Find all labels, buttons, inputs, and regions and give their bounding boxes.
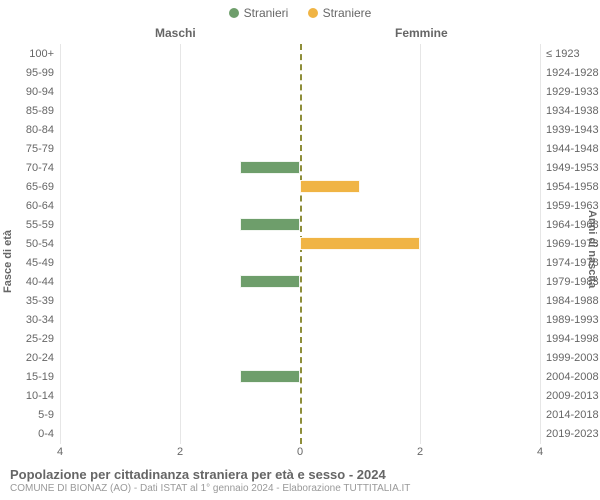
- age-label: 85-89: [26, 105, 54, 117]
- column-header-female: Femmine: [395, 26, 448, 40]
- y-axis-title-left: Fasce di età: [2, 230, 14, 293]
- chart-row: 75-791944-1948: [60, 139, 540, 158]
- birth-year-label: 1999-2003: [546, 352, 599, 364]
- bar-male: [240, 161, 300, 173]
- column-header-male: Maschi: [155, 26, 196, 40]
- chart-row: 15-192004-2008: [60, 367, 540, 386]
- chart-title: Popolazione per cittadinanza straniera p…: [10, 467, 590, 482]
- birth-year-label: 1924-1928: [546, 67, 599, 79]
- age-label: 100+: [29, 48, 54, 60]
- chart-row: 10-142009-2013: [60, 386, 540, 405]
- age-label: 20-24: [26, 352, 54, 364]
- chart-footer: Popolazione per cittadinanza straniera p…: [10, 467, 590, 494]
- x-tick-label: 4: [537, 446, 543, 458]
- legend-item-male: Stranieri: [229, 6, 289, 20]
- age-label: 15-19: [26, 371, 54, 383]
- chart-row: 55-591964-1968: [60, 215, 540, 234]
- chart-row: 5-92014-2018: [60, 405, 540, 424]
- chart-row: 100+≤ 1923: [60, 44, 540, 63]
- birth-year-label: 1994-1998: [546, 333, 599, 345]
- age-label: 90-94: [26, 86, 54, 98]
- age-label: 55-59: [26, 219, 54, 231]
- birth-year-label: 1969-1973: [546, 238, 599, 250]
- x-tick-label: 0: [297, 446, 303, 458]
- chart-row: 80-841939-1943: [60, 120, 540, 139]
- birth-year-label: 2019-2023: [546, 428, 599, 440]
- age-label: 0-4: [38, 428, 54, 440]
- birth-year-label: 2004-2008: [546, 371, 599, 383]
- chart-row: 25-291994-1998: [60, 329, 540, 348]
- chart-row: 40-441979-1983: [60, 272, 540, 291]
- x-tick-label: 2: [417, 446, 423, 458]
- chart-row: 20-241999-2003: [60, 348, 540, 367]
- age-label: 60-64: [26, 200, 54, 212]
- legend: Stranieri Straniere: [0, 6, 600, 21]
- birth-year-label: 1974-1978: [546, 257, 599, 269]
- chart-row: 0-42019-2023: [60, 424, 540, 443]
- bar-female: [300, 180, 360, 192]
- birth-year-label: 1954-1958: [546, 181, 599, 193]
- bar-male: [240, 275, 300, 287]
- chart-subtitle: COMUNE DI BIONAZ (AO) - Dati ISTAT al 1°…: [10, 483, 590, 494]
- chart-rows: 100+≤ 192395-991924-192890-941929-193385…: [60, 44, 540, 443]
- legend-label-female: Straniere: [323, 6, 372, 20]
- chart-row: 95-991924-1928: [60, 63, 540, 82]
- age-label: 40-44: [26, 276, 54, 288]
- birth-year-label: 1979-1983: [546, 276, 599, 288]
- age-label: 75-79: [26, 143, 54, 155]
- bar-female: [300, 237, 420, 249]
- age-label: 25-29: [26, 333, 54, 345]
- birth-year-label: 1959-1963: [546, 200, 599, 212]
- chart-row: 85-891934-1938: [60, 101, 540, 120]
- birth-year-label: 1934-1938: [546, 105, 599, 117]
- age-label: 45-49: [26, 257, 54, 269]
- birth-year-label: 1939-1943: [546, 124, 599, 136]
- birth-year-label: 1989-1993: [546, 314, 599, 326]
- age-label: 50-54: [26, 238, 54, 250]
- birth-year-label: 2014-2018: [546, 409, 599, 421]
- legend-swatch-male: [229, 8, 239, 18]
- plot-area: 42024100+≤ 192395-991924-192890-941929-1…: [60, 44, 540, 444]
- birth-year-label: 1944-1948: [546, 143, 599, 155]
- age-label: 70-74: [26, 162, 54, 174]
- chart-root: Stranieri Straniere Maschi Femmine Fasce…: [0, 0, 600, 500]
- x-tick-label: 2: [177, 446, 183, 458]
- legend-label-male: Stranieri: [244, 6, 289, 20]
- age-label: 95-99: [26, 67, 54, 79]
- grid-line: [540, 44, 541, 444]
- chart-row: 35-391984-1988: [60, 291, 540, 310]
- chart-row: 90-941929-1933: [60, 82, 540, 101]
- birth-year-label: ≤ 1923: [546, 48, 580, 60]
- birth-year-label: 1984-1988: [546, 295, 599, 307]
- age-label: 80-84: [26, 124, 54, 136]
- age-label: 10-14: [26, 390, 54, 402]
- age-label: 5-9: [38, 409, 54, 421]
- birth-year-label: 1929-1933: [546, 86, 599, 98]
- chart-row: 70-741949-1953: [60, 158, 540, 177]
- birth-year-label: 1964-1968: [546, 219, 599, 231]
- chart-row: 30-341989-1993: [60, 310, 540, 329]
- chart-row: 45-491974-1978: [60, 253, 540, 272]
- birth-year-label: 1949-1953: [546, 162, 599, 174]
- chart-row: 65-691954-1958: [60, 177, 540, 196]
- legend-swatch-female: [308, 8, 318, 18]
- bar-male: [240, 370, 300, 382]
- x-tick-label: 4: [57, 446, 63, 458]
- bar-male: [240, 218, 300, 230]
- birth-year-label: 2009-2013: [546, 390, 599, 402]
- age-label: 35-39: [26, 295, 54, 307]
- legend-item-female: Straniere: [308, 6, 372, 20]
- age-label: 65-69: [26, 181, 54, 193]
- chart-row: 50-541969-1973: [60, 234, 540, 253]
- chart-row: 60-641959-1963: [60, 196, 540, 215]
- age-label: 30-34: [26, 314, 54, 326]
